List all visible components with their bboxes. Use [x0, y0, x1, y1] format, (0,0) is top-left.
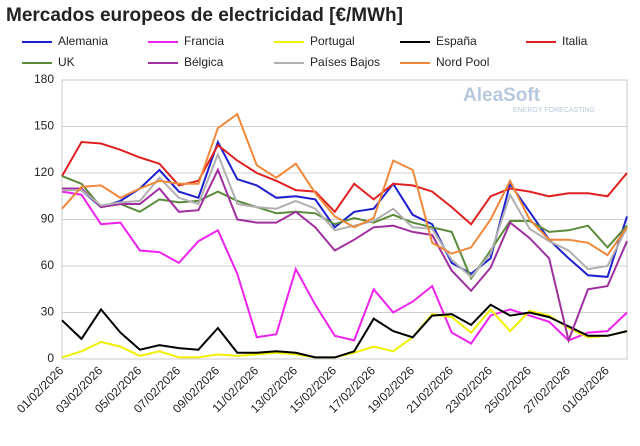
series-line: [61, 307, 628, 359]
series-line: [61, 303, 628, 359]
series-line: [61, 139, 628, 278]
legend-label: UK: [58, 55, 75, 69]
y-tick-label: 120: [34, 165, 54, 179]
legend-label: Países Bajos: [310, 55, 380, 69]
series-line: [61, 190, 628, 345]
legend-label: Portugal: [310, 34, 355, 48]
chart-title: Mercados europeos de electricidad [€/MWh…: [6, 5, 403, 26]
legend-label: Italia: [562, 34, 588, 48]
watermark: AleaSoft: [463, 85, 541, 106]
series-line: [61, 112, 628, 257]
y-tick-label: 30: [41, 305, 55, 319]
watermark-sub: ENERGY FORECASTING: [513, 107, 595, 114]
legend-label: España: [436, 34, 477, 48]
series-line: [62, 167, 628, 344]
y-tick-label: 180: [34, 72, 54, 86]
legend-label: Francia: [184, 34, 224, 48]
legend-label: Alemania: [58, 34, 108, 48]
legend-label: Bélgica: [184, 55, 224, 69]
y-tick-label: 0: [47, 351, 54, 365]
y-tick-label: 90: [41, 212, 55, 226]
series-line: [61, 140, 628, 226]
y-tick-label: 150: [34, 119, 54, 133]
y-tick-label: 60: [41, 258, 55, 272]
legend-label: Nord Pool: [436, 55, 489, 69]
